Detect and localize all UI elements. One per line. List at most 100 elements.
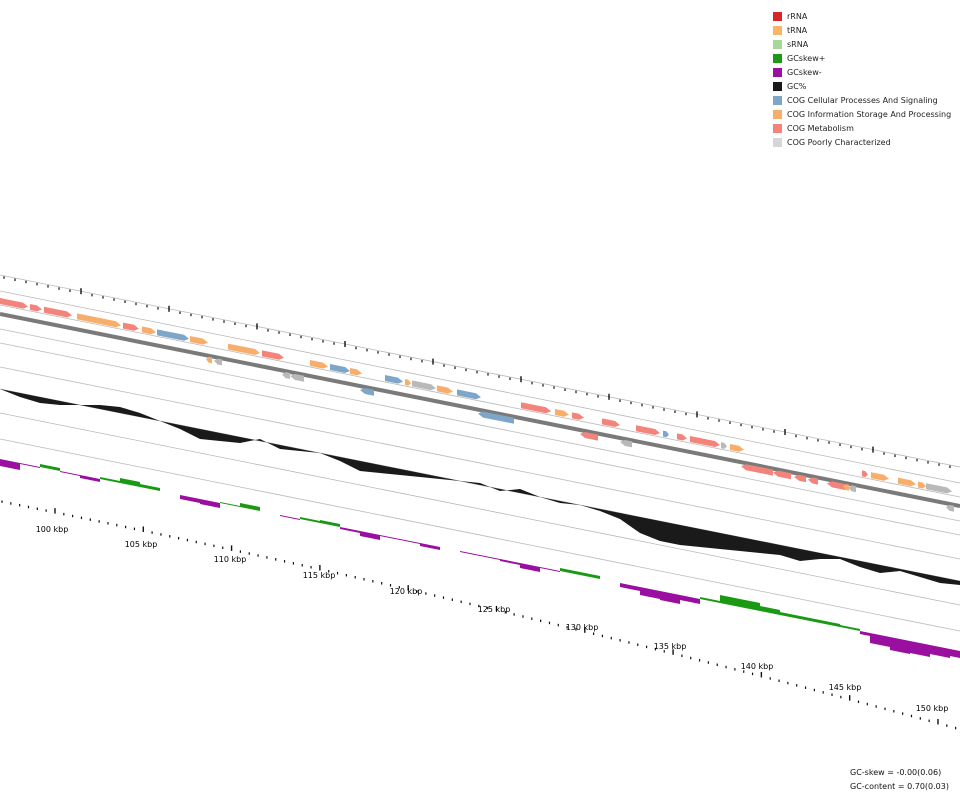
gc-skew-segment: [500, 559, 520, 565]
genome-backbone: [0, 312, 960, 508]
legend-label: GCskew+: [787, 53, 826, 63]
gene-feature: [848, 485, 856, 493]
legend-label: COG Cellular Processes And Signaling: [787, 95, 938, 105]
legend-swatch: [773, 67, 782, 77]
gene-feature: [30, 304, 42, 312]
gc-skew-segment: [760, 606, 780, 615]
gc-skew-segment: [800, 616, 820, 623]
legend-swatch: [773, 25, 782, 35]
gene-feature: [385, 375, 403, 384]
track-guide-line: [0, 274, 960, 468]
gc-skew-segment: [320, 520, 340, 527]
gene-feature: [690, 436, 720, 447]
gc-skew-segment: [340, 527, 360, 533]
gc-skew-segment: [160, 491, 180, 495]
coordinate-label: 105 kbp: [125, 540, 158, 549]
legend-label: GCskew-: [787, 67, 822, 77]
gene-feature: [636, 425, 660, 435]
outer-tick-ring: [3, 276, 951, 468]
gc-skew-segment: [300, 517, 320, 523]
gc-skew-segment: [540, 567, 560, 572]
gc-skew-segment: [560, 568, 580, 575]
legend-item: GC%: [773, 79, 958, 93]
gc-skew-segment: [520, 563, 540, 572]
coordinate-label: 135 kbp: [654, 642, 687, 651]
gc-skew-segment: [640, 587, 660, 599]
gene-feature: [555, 409, 569, 417]
gene-feature: [663, 430, 669, 438]
gc-skew-segment: [480, 555, 500, 560]
gc-skew-segment: [20, 463, 40, 468]
gc-skew-segment: [930, 645, 950, 658]
coordinate-label: 120 kbp: [390, 587, 423, 596]
gc-skew-segment: [80, 475, 100, 482]
coordinate-labels: 100 kbp 105 kbp 110 kbp 115 kbp 120 kbp 125 k…: [36, 525, 949, 713]
gene-feature: [572, 412, 584, 420]
gc-skew-segment: [380, 535, 400, 540]
gc-skew-segment: [200, 499, 220, 508]
backbone-line: [0, 312, 960, 508]
track-guide-line: [0, 438, 960, 632]
gene-feature: [926, 483, 952, 494]
gc-skew-segment: [660, 591, 680, 604]
gene-feature: [405, 379, 411, 386]
gene-feature: [412, 380, 436, 391]
gc-skew-value: GC-skew = -0.00(0.06): [850, 768, 942, 777]
legend-item: COG Metabolism: [773, 121, 958, 135]
gc-skew-segment: [950, 649, 960, 658]
legend-swatch: [773, 95, 782, 105]
genome-stats: GC-skew = -0.00(0.06) GC-content = 0.70(…: [850, 766, 949, 794]
coordinate-label: 145 kbp: [829, 683, 862, 692]
legend-item: rRNA: [773, 9, 958, 23]
gc-skew-segment: [100, 477, 120, 483]
legend-label: sRNA: [787, 39, 809, 49]
gc-skew-segment: [740, 599, 760, 611]
gc-skew-segment: [240, 503, 260, 511]
gc-skew-segment: [460, 551, 480, 556]
gc-skew-segment: [420, 543, 440, 550]
gc-content-value: GC-content = 0.70(0.03): [850, 782, 949, 791]
gc-skew-plot: [0, 459, 960, 658]
gene-feature: [330, 364, 350, 373]
legend-item: sRNA: [773, 37, 958, 51]
gene-feature: [437, 385, 453, 394]
gene-feature: [827, 481, 845, 490]
gene-feature: [214, 358, 222, 366]
gene-tracks: [0, 298, 954, 512]
gc-skew-segment: [680, 595, 700, 604]
gc-skew-segment: [440, 547, 460, 551]
gc-skew-segment: [140, 484, 160, 491]
gene-feature: [310, 360, 328, 369]
gc-skew-segment: [40, 464, 60, 471]
legend-label: tRNA: [787, 25, 808, 35]
coordinate-label: 150 kbp: [916, 704, 949, 713]
gene-feature: [282, 372, 290, 379]
gc-content-area: [0, 389, 960, 585]
legend: rRNA tRNA sRNA GCskew+ GCskew- GC% COG Cellula…: [773, 9, 958, 149]
gc-skew-segment: [0, 459, 20, 470]
gc-skew-segment: [720, 595, 740, 607]
gc-skew-segment: [180, 495, 200, 503]
gc-content-plot: [0, 389, 960, 585]
legend-label: COG Poorly Characterized: [787, 137, 891, 147]
gene-feature: [721, 442, 727, 449]
gene-feature: [794, 474, 806, 483]
coordinate-label: 110 kbp: [214, 555, 247, 564]
gene-feature: [123, 322, 139, 331]
track-guide-line: [0, 328, 960, 522]
gene-feature: [190, 336, 208, 345]
gc-skew-segment: [120, 478, 140, 487]
gene-feature: [843, 484, 849, 491]
legend-label: COG Metabolism: [787, 123, 854, 133]
gene-feature: [898, 477, 916, 487]
gene-feature: [741, 464, 773, 476]
legend-swatch: [773, 39, 782, 49]
gc-skew-segment: [220, 502, 240, 507]
gene-feature: [350, 368, 362, 376]
gene-feature: [620, 440, 632, 448]
legend-swatch: [773, 81, 782, 91]
coordinate-label: 130 kbp: [566, 623, 599, 632]
gc-skew-segment: [890, 637, 910, 654]
legend-label: rRNA: [787, 11, 808, 21]
